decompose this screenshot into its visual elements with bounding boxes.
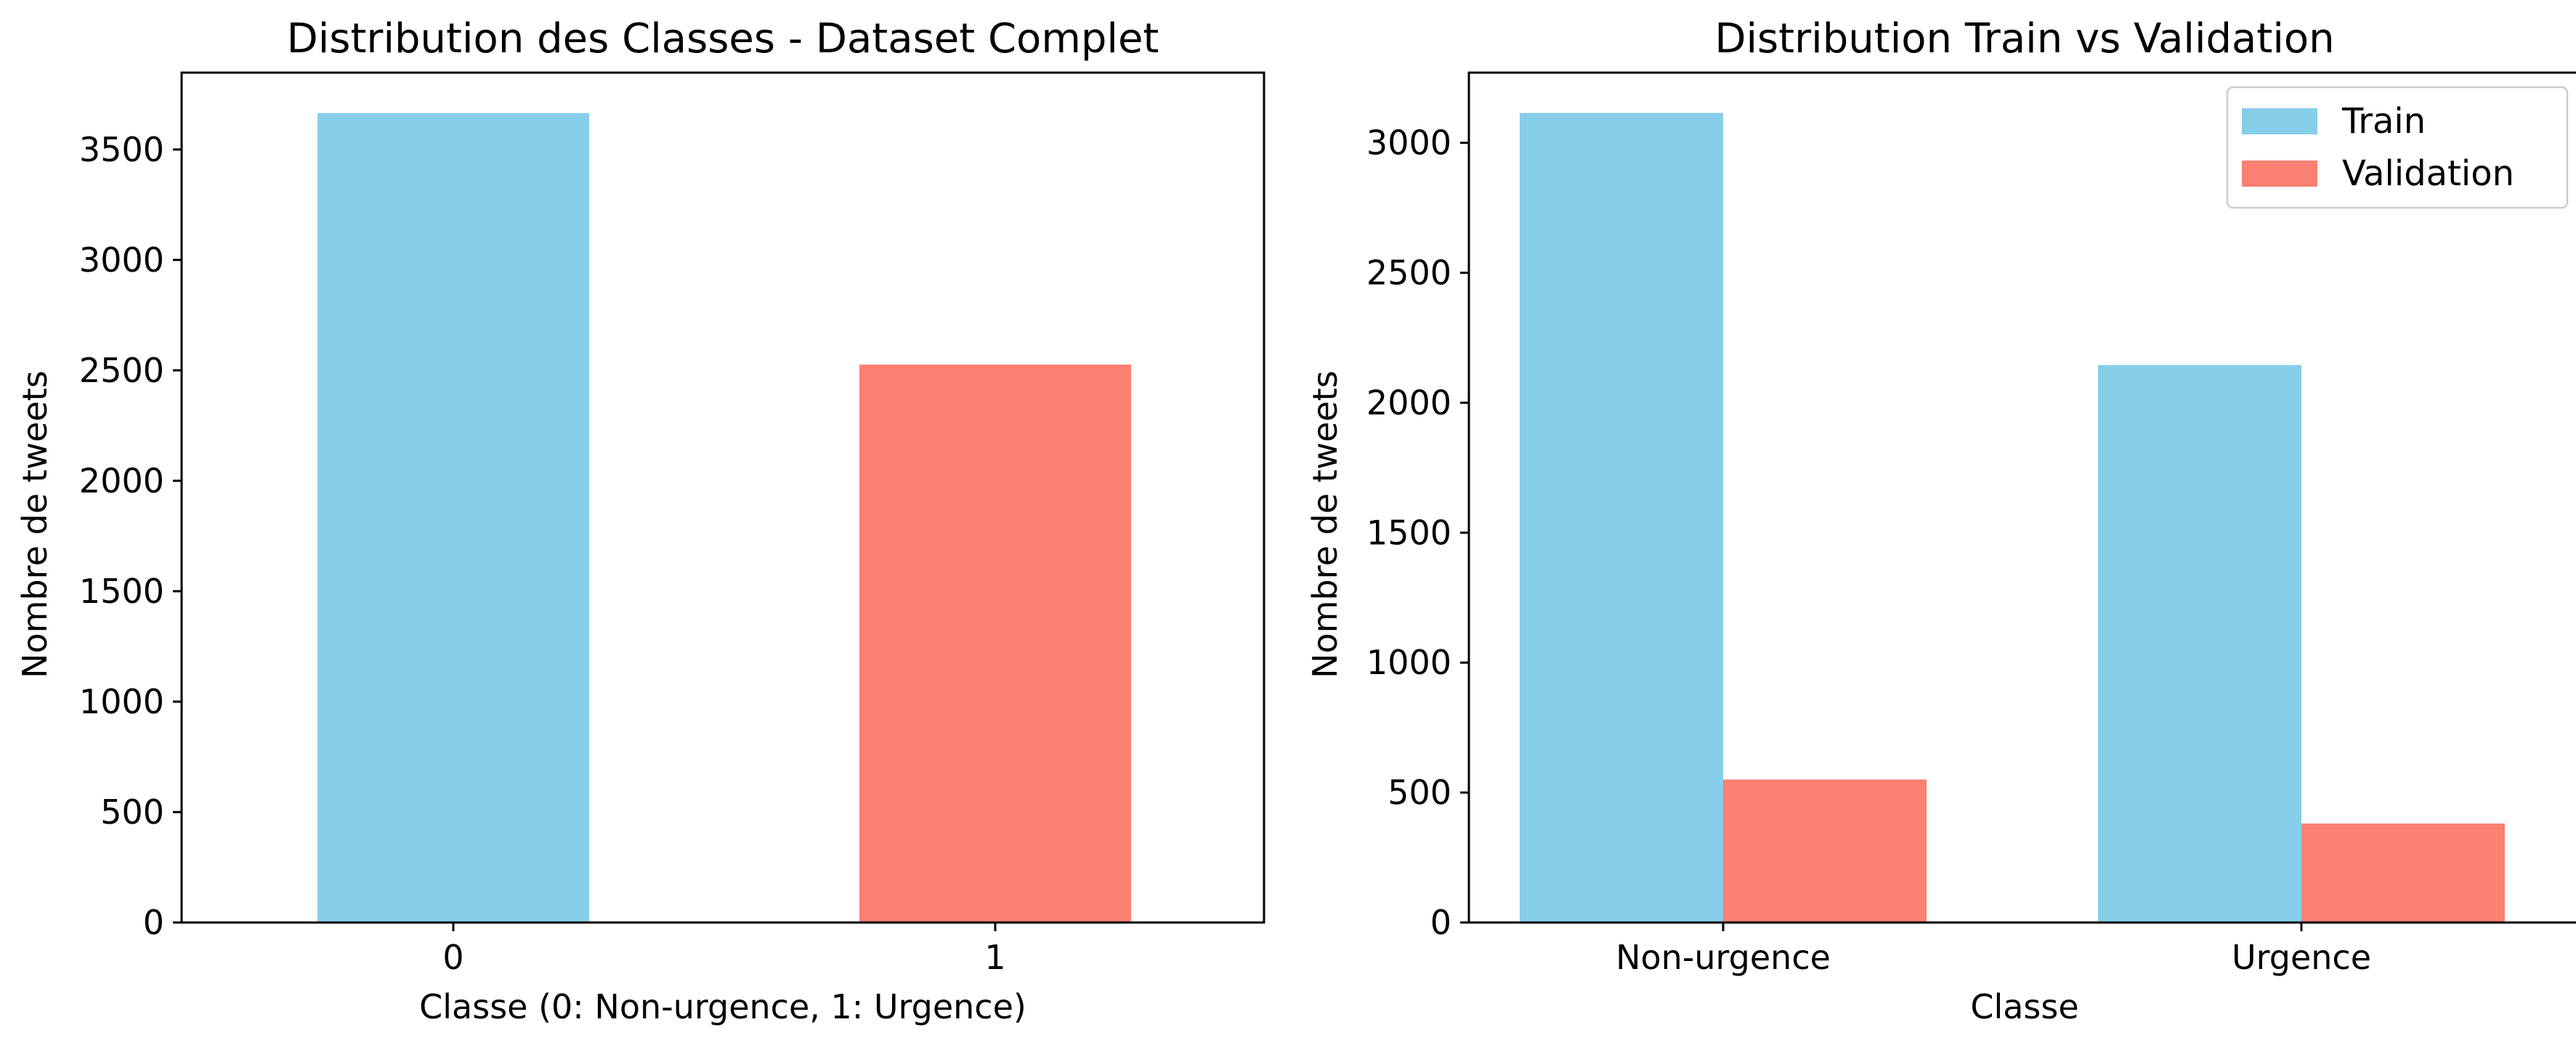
y-tick-label: 1000 (1366, 643, 1451, 682)
bar-validation-urgence (2301, 823, 2505, 923)
y-tick-label: 2000 (79, 461, 164, 500)
plot-frame (180, 71, 1265, 924)
x-tick-label: 1 (984, 938, 1005, 977)
legend-label-validation: Validation (2342, 153, 2514, 194)
plot-frame (1467, 71, 2576, 924)
x-tick-label: Urgence (2232, 938, 2371, 977)
bar-class-0 (317, 113, 589, 923)
y-tick-label: 0 (143, 903, 164, 942)
y-tick-label: 1500 (79, 572, 164, 611)
chart-title: Distribution Train vs Validation (1714, 15, 2334, 62)
x-tick-label: Non-urgence (1616, 938, 1831, 977)
bar-validation-non-urgence (1723, 779, 1927, 923)
legend-label-train: Train (2341, 101, 2426, 142)
chart-train-vs-validation: Distribution Train vs Validation Nombre … (1305, 15, 2576, 1026)
x-axis-label: Classe (1970, 987, 2078, 1026)
bar-class-1 (859, 364, 1131, 923)
y-tick-label: 3000 (1366, 123, 1451, 163)
legend-swatch-validation (2242, 161, 2317, 187)
y-tick-label: 1000 (79, 682, 164, 721)
x-axis-label: Classe (0: Non-urgence, 1: Urgence) (419, 987, 1026, 1026)
bars (317, 113, 1131, 923)
y-tick-label: 2500 (1366, 254, 1451, 293)
x-axis-ticks: Non-urgence Urgence (1616, 923, 2371, 977)
legend-swatch-train (2242, 108, 2317, 134)
legend: Train Validation (2226, 86, 2569, 209)
chart-class-distribution: Distribution des Classes - Dataset Compl… (15, 15, 1265, 1026)
y-axis-label: Nombre de tweets (1305, 370, 1345, 678)
chart-title: Distribution des Classes - Dataset Compl… (287, 15, 1159, 62)
y-tick-label: 0 (1430, 903, 1451, 942)
y-axis-ticks: 0 500 1000 1500 2000 2500 3000 (1366, 123, 1469, 942)
y-tick-label: 500 (100, 792, 164, 832)
y-tick-label: 2000 (1366, 383, 1451, 422)
y-tick-label: 1500 (1366, 513, 1451, 552)
bar-train-urgence (2098, 365, 2301, 923)
y-axis-ticks: 0 500 1000 1500 2000 2500 3000 3500 (79, 130, 182, 942)
y-tick-label: 2500 (79, 351, 164, 390)
y-tick-label: 3000 (79, 240, 164, 280)
y-tick-label: 500 (1388, 773, 1451, 812)
bars (1520, 113, 2505, 923)
x-tick-label: 0 (442, 938, 463, 977)
y-tick-label: 3500 (79, 130, 164, 169)
bar-train-non-urgence (1520, 113, 1723, 923)
y-axis-label: Nombre de tweets (15, 370, 54, 678)
